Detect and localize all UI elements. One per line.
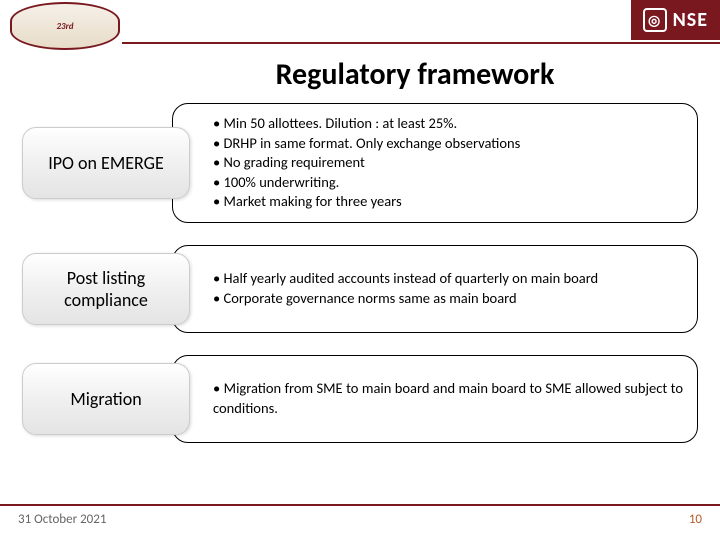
bullet-item: Market making for three years (213, 192, 683, 212)
bullet-item: Half yearly audited accounts instead of … (213, 269, 683, 289)
row-body-postlisting: Half yearly audited accounts instead of … (172, 245, 698, 333)
row-body-migration: Migration from SME to main board and mai… (172, 355, 698, 443)
nse-logo-text: NSE (673, 8, 708, 32)
row-body-ipo: Min 50 allottees. Dilution : at least 25… (172, 103, 698, 223)
page-number: 10 (689, 512, 702, 527)
bullet-item: DRHP in same format. Only exchange obser… (213, 134, 683, 154)
bullet-item: No grading requirement (213, 153, 683, 173)
row-label-postlisting: Post listing compliance (22, 253, 190, 325)
header-divider (122, 42, 720, 44)
anniversary-badge-logo: 23rd (10, 2, 120, 50)
bullet-item: Corporate governance norms same as main … (213, 289, 683, 309)
bullet-item: Migration from SME to main board and mai… (213, 379, 683, 418)
nse-logo-icon: ◎ (643, 8, 667, 32)
footer: 31 October 2021 10 (0, 504, 720, 540)
nse-logo: ◎ NSE (631, 0, 720, 40)
footer-divider (0, 504, 720, 506)
row-label-ipo: IPO on EMERGE (22, 127, 190, 199)
framework-row: IPO on EMERGE Min 50 allottees. Dilution… (22, 103, 698, 223)
framework-row: Migration Migration from SME to main boa… (22, 355, 698, 443)
footer-date: 31 October 2021 (18, 512, 106, 527)
content-area: IPO on EMERGE Min 50 allottees. Dilution… (0, 93, 720, 443)
header: 23rd ◎ NSE (0, 0, 720, 52)
page-title: Regulatory framework (110, 56, 720, 93)
bullet-item: Min 50 allottees. Dilution : at least 25… (213, 114, 683, 134)
anniversary-text: 23rd (56, 21, 73, 32)
bullet-item: 100% underwriting. (213, 173, 683, 193)
row-label-migration: Migration (22, 363, 190, 435)
framework-row: Post listing compliance Half yearly audi… (22, 245, 698, 333)
